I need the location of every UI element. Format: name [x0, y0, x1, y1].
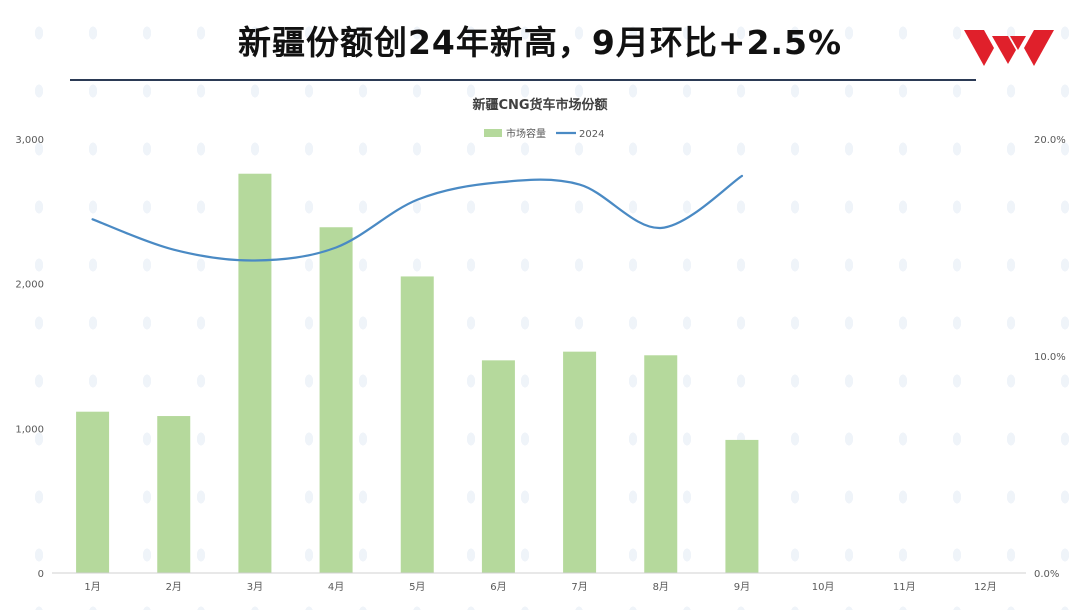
- y-right-tick-label: 0.0%: [1034, 569, 1059, 580]
- legend-swatch-bar: [484, 129, 502, 137]
- y-right-tick-label: 20.0%: [1034, 135, 1066, 146]
- bar: [76, 411, 110, 573]
- x-tick-label: 7月: [571, 581, 587, 593]
- x-tick-label: 10月: [812, 581, 835, 593]
- x-tick-label: 4月: [328, 581, 344, 593]
- x-tick-label: 6月: [490, 581, 506, 593]
- logo-shape: [1024, 30, 1054, 66]
- x-tick-label: 8月: [653, 581, 669, 593]
- x-tick-label: 1月: [84, 581, 100, 593]
- y-left-tick-label: 3,000: [15, 135, 44, 146]
- x-tick-label: 9月: [734, 581, 750, 593]
- y-left-tick-label: 1,000: [15, 424, 44, 435]
- bar-series: [76, 173, 759, 573]
- bar: [644, 355, 678, 573]
- y-axis-right: 0.0% 10.0% 20.0%: [1034, 135, 1066, 580]
- x-tick-label: 3月: [247, 581, 263, 593]
- title-divider: [70, 79, 976, 81]
- bar: [725, 439, 759, 573]
- y-axis-left: 0 1,000 2,000 3,000: [15, 135, 44, 580]
- y-right-tick-label: 10.0%: [1034, 352, 1066, 363]
- chart-title: 新疆CNG货车市场份额: [472, 97, 607, 113]
- chart-legend: 市场容量 2024: [484, 127, 604, 140]
- y-left-tick-label: 2,000: [15, 280, 44, 291]
- line-2024: [91, 174, 744, 262]
- logo-shape: [1010, 36, 1026, 50]
- logo-shape: [964, 30, 994, 66]
- line-series: [91, 174, 744, 262]
- bar: [481, 360, 515, 573]
- wuling-logo-icon: [964, 30, 1054, 66]
- page-headline: 新疆份额创24年新高，9月环比+2.5%: [237, 23, 843, 62]
- x-tick-label: 2月: [166, 581, 182, 593]
- bar: [238, 173, 272, 573]
- x-tick-label: 12月: [974, 581, 997, 593]
- bar: [157, 416, 191, 573]
- legend-label-line: 2024: [579, 129, 604, 140]
- y-left-tick-label: 0: [38, 569, 44, 580]
- bar: [319, 227, 353, 573]
- x-tick-label: 11月: [893, 581, 916, 593]
- x-tick-label: 5月: [409, 581, 425, 593]
- x-axis: 1月 2月 3月 4月 5月 6月 7月 8月 9月 10月 11月 12月: [52, 572, 1026, 593]
- legend-label-bar: 市场容量: [506, 127, 546, 140]
- bar: [563, 351, 597, 573]
- logo-shape: [992, 36, 1016, 64]
- bar: [400, 276, 434, 573]
